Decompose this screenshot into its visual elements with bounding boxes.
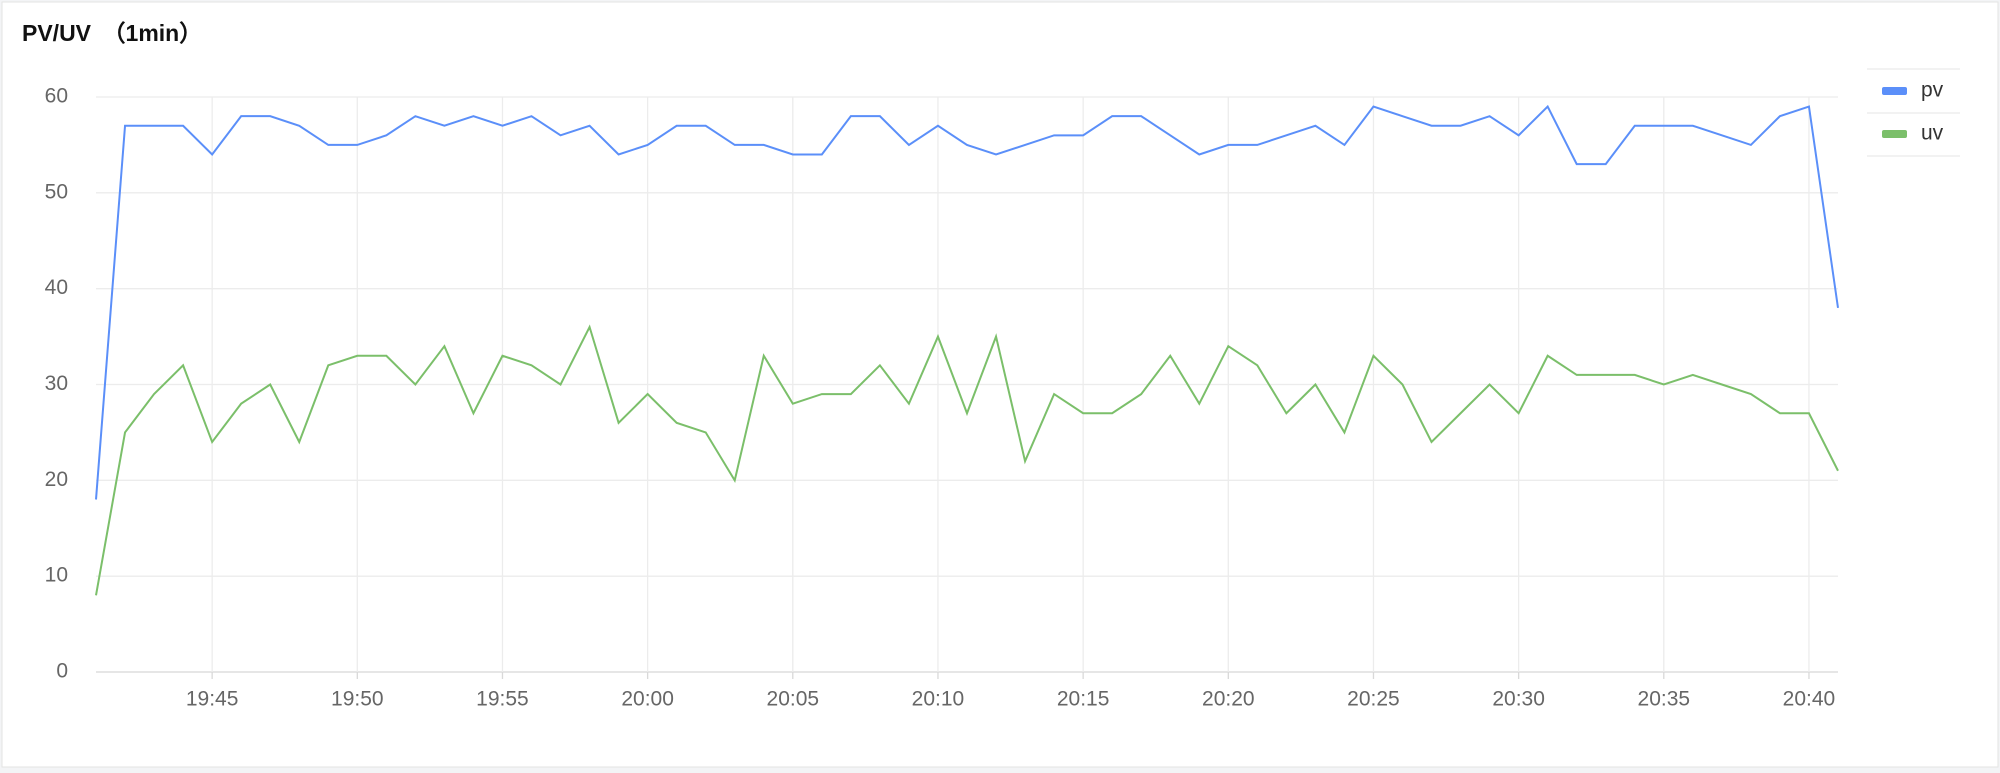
legend-label: uv xyxy=(1921,122,1944,145)
x-tick-label: 20:40 xyxy=(1783,688,1836,711)
legend-swatch xyxy=(1882,130,1907,138)
legend-label: pv xyxy=(1921,79,1944,102)
x-tick-label: 20:35 xyxy=(1638,688,1691,711)
x-tick-label: 20:10 xyxy=(912,688,965,711)
x-tick-label: 20:20 xyxy=(1202,688,1255,711)
x-tick-label: 20:00 xyxy=(621,688,674,711)
series-line xyxy=(95,104,1839,500)
y-tick-label: 60 xyxy=(45,85,68,108)
x-tick-label: 20:05 xyxy=(767,688,820,711)
x-tick-label: 20:25 xyxy=(1347,688,1400,711)
y-tick-label: 30 xyxy=(45,372,68,395)
x-tick-label: 19:55 xyxy=(476,688,529,711)
x-tick-label: 20:15 xyxy=(1057,688,1110,711)
chart-title: PV/UV （1min） xyxy=(22,20,202,46)
y-tick-label: 0 xyxy=(56,660,68,683)
y-tick-label: 50 xyxy=(45,180,68,203)
series-line xyxy=(95,324,1839,596)
legend-swatch xyxy=(1882,87,1907,95)
y-tick-label: 40 xyxy=(45,276,68,299)
x-tick-label: 20:30 xyxy=(1492,688,1545,711)
y-tick-label: 10 xyxy=(45,564,68,587)
x-tick-label: 19:50 xyxy=(331,688,384,711)
x-tick-label: 19:45 xyxy=(186,688,239,711)
y-tick-label: 20 xyxy=(45,468,68,491)
